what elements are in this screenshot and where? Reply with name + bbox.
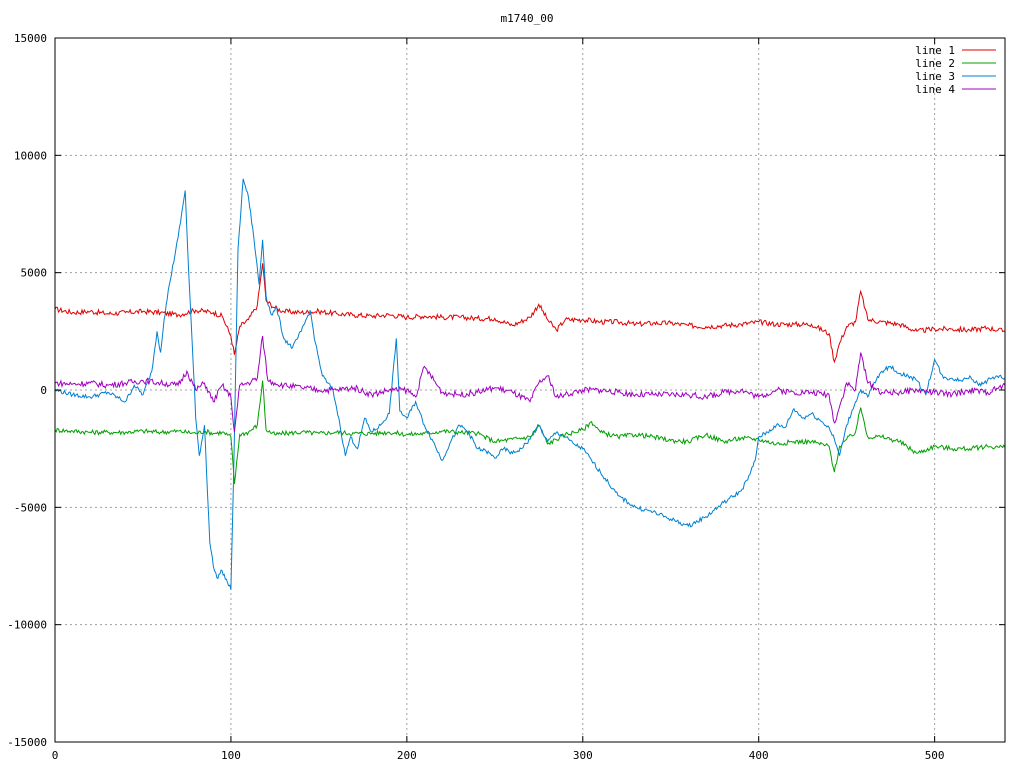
x-tick-label: 500 — [925, 749, 945, 762]
series-line-2 — [54, 380, 1006, 484]
series-line-4 — [54, 335, 1006, 433]
y-tick-label: 0 — [40, 384, 47, 397]
x-tick-label: 0 — [52, 749, 59, 762]
y-tick-label: 15000 — [14, 32, 47, 45]
legend-label-4: line 4 — [915, 83, 955, 96]
x-tick-label: 200 — [397, 749, 417, 762]
y-tick-label: 10000 — [14, 149, 47, 162]
legend-label-2: line 2 — [915, 57, 955, 70]
y-tick-label: 5000 — [21, 267, 48, 280]
x-tick-label: 300 — [573, 749, 593, 762]
y-tick-label: -5000 — [14, 501, 47, 514]
legend-label-3: line 3 — [915, 70, 955, 83]
y-tick-label: -10000 — [7, 619, 47, 632]
y-tick-label: -15000 — [7, 736, 47, 749]
series-line-3 — [54, 178, 1006, 590]
x-tick-label: 400 — [749, 749, 769, 762]
chart-title: m1740_00 — [501, 12, 554, 25]
series-lines — [54, 178, 1006, 590]
x-tick-label: 100 — [221, 749, 241, 762]
series-line-1 — [54, 263, 1006, 364]
legend-label-1: line 1 — [915, 44, 955, 57]
axis-ticks: -15000 -10000 -5000 0 5000 10000 15000 0 100 200 3… — [7, 32, 1005, 762]
grid-lines — [55, 38, 1005, 742]
